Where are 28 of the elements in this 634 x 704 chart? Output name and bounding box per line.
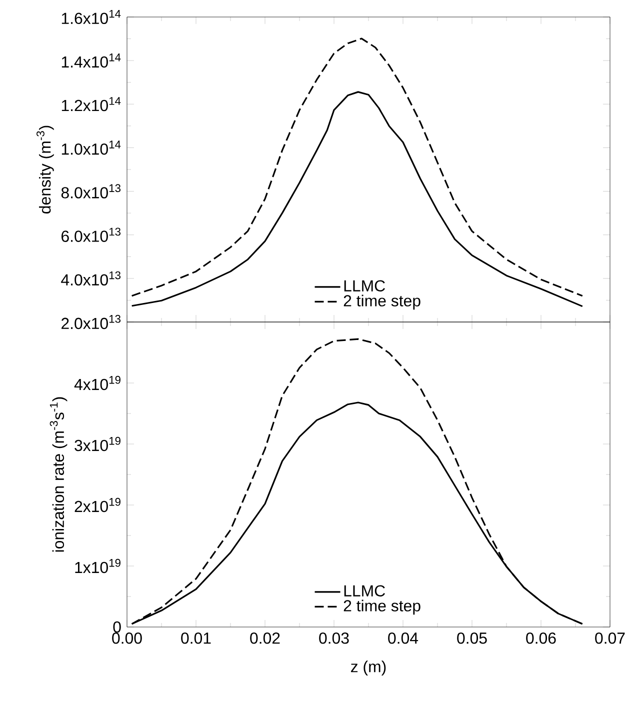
x-tick-label: 0.01 xyxy=(181,632,211,644)
y-tick-label: 1.2x10$^{14}$ xyxy=(62,97,121,112)
x-tick-label: 0.07 xyxy=(595,632,625,644)
y-tick-label: 4.0x10$^{13}$ xyxy=(61,271,120,286)
legend-label: 2 time step xyxy=(344,600,420,615)
legend-label: 2 time step xyxy=(344,294,420,310)
x-axis-title: z (m) xyxy=(350,660,386,676)
x-tick-label: 0.04 xyxy=(388,632,418,644)
x-tick-label: 0.00 xyxy=(112,632,142,644)
legend-label: LLMC xyxy=(344,585,385,596)
x-tick-label: 0.03 xyxy=(319,632,349,644)
legend-label: LLMC xyxy=(344,280,385,292)
x-tick-label: 0.02 xyxy=(250,632,280,644)
y-tick-label: 1x10$^{19}$ xyxy=(75,558,120,574)
y-tick-label: 3x10$^{19}$ xyxy=(74,436,120,452)
x-tick-label: 0.06 xyxy=(526,632,556,644)
y-tick-label: 8.0x10$^{13}$ xyxy=(61,184,120,198)
y-tick-label: 1.6x10$^{14}$ xyxy=(62,10,121,24)
y-axis-title: density (m$^{-3}$) xyxy=(36,126,54,214)
y-tick-label: 0 xyxy=(113,621,121,633)
y-tick-label: 2.0x10$^{13}$ xyxy=(62,314,120,330)
y-tick-label: 6.0x10$^{13}$ xyxy=(62,228,120,242)
y-tick-label: 2x10$^{19}$ xyxy=(74,498,120,512)
y-tick-label: 4x10$^{19}$ xyxy=(74,376,120,390)
y-tick-label: 1.4x10$^{14}$ xyxy=(62,54,121,68)
x-tick-label: 0.05 xyxy=(457,632,487,644)
y-tick-label: 1.0x10$^{14}$ xyxy=(62,140,121,155)
y-axis-title: ionization rate (m$^{-3}$s$^{-1}$) xyxy=(50,397,68,552)
